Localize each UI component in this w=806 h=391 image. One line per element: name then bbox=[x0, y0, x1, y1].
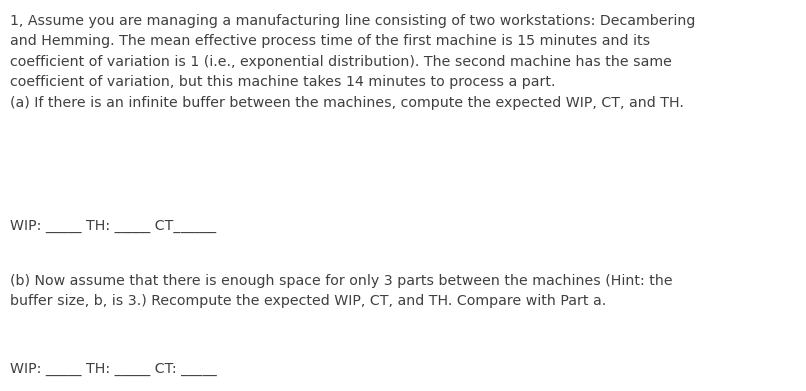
Text: (b) Now assume that there is enough space for only 3 parts between the machines : (b) Now assume that there is enough spac… bbox=[10, 274, 673, 308]
Text: 1, Assume you are managing a manufacturing line consisting of two workstations: : 1, Assume you are managing a manufacturi… bbox=[10, 14, 696, 110]
Text: WIP: _____ TH: _____ CT______: WIP: _____ TH: _____ CT______ bbox=[10, 219, 217, 233]
Text: WIP: _____ TH: _____ CT: _____: WIP: _____ TH: _____ CT: _____ bbox=[10, 362, 218, 376]
